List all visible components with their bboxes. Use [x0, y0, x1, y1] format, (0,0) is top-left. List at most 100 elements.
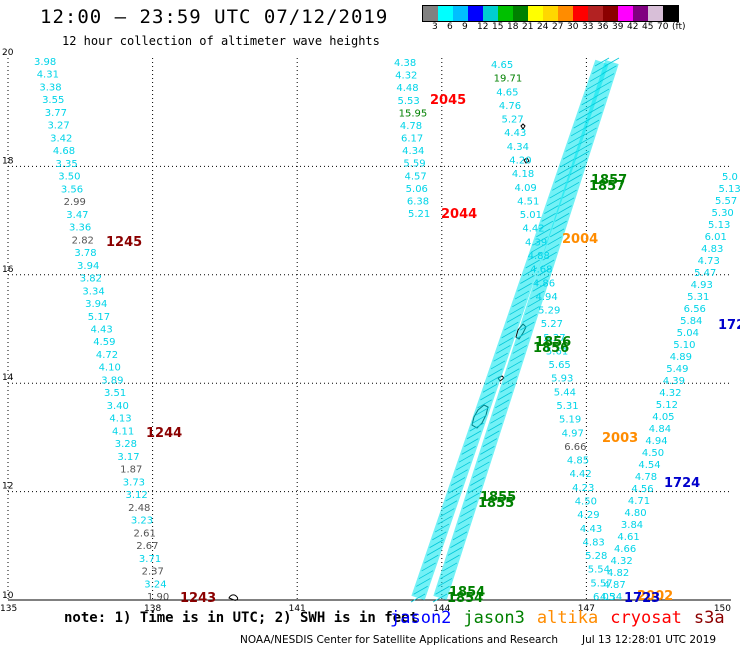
swath-hatch [512, 298, 527, 308]
wave-height-value: 5.93 [551, 374, 573, 385]
wave-height-value: 3.84 [621, 520, 643, 531]
color-swatch [423, 6, 438, 21]
swath-hatch [520, 321, 535, 331]
axis-tick-labels: 135 138 141 144 147 150 10 12 14 16 18 20 [0, 48, 731, 614]
wave-height-value: 4.29 [577, 510, 599, 521]
swath-hatch [480, 446, 495, 455]
wave-height-value: 4.43 [91, 325, 113, 336]
color-scale-label: (ft) [672, 22, 686, 32]
swath-hatch [496, 345, 511, 354]
color-scale-label: 9 [462, 22, 468, 32]
swath-hatch [517, 329, 532, 339]
color-swatch [528, 6, 543, 21]
swath-hatch [488, 368, 503, 378]
swath-hatch [509, 306, 524, 315]
swath-hatch [434, 523, 450, 533]
swath-hatch [460, 508, 475, 517]
swath-hatch [565, 143, 580, 152]
time-label: 2044 [441, 207, 477, 222]
wave-height-value: 5.28 [585, 551, 607, 562]
swath-hatch [432, 531, 447, 541]
wave-height-value: 4.05 [652, 412, 674, 423]
color-scale-label: 6 [447, 22, 453, 32]
color-swatch [483, 6, 498, 21]
wave-height-value: 4.50 [642, 448, 664, 459]
swath-hatch [544, 205, 559, 214]
wave-height-value: 4.86 [533, 278, 555, 289]
wave-height-value: 3.73 [123, 477, 145, 488]
wave-height-value: 4.65 [491, 60, 513, 71]
color-swatch [648, 6, 663, 21]
wave-height-value: 1.90 [147, 592, 169, 603]
swath-hatch [567, 174, 582, 183]
wave-height-value: 5.04 [677, 328, 699, 339]
swath-hatch [442, 500, 458, 510]
swath-hatch [440, 508, 455, 517]
wave-height-value: 4.31 [37, 70, 59, 81]
wave-height-value: 3.77 [45, 108, 67, 119]
wave-height-value: 2.82 [72, 235, 94, 246]
swath-hatch [472, 414, 487, 424]
satellite-legend: jason2 jason3 altika cryosat s3a [390, 608, 737, 628]
swath-hatch [576, 112, 591, 121]
wave-height-value: 1.87 [120, 465, 142, 476]
wave-height-value: 5.57 [715, 196, 737, 207]
wave-height-value: 5.13 [708, 220, 730, 231]
wave-height-value: 5.17 [88, 312, 110, 323]
wave-height-value: 4.83 [701, 244, 723, 255]
color-scale-label: 27 [552, 22, 564, 32]
swath-hatch [530, 244, 546, 253]
x-tick-label: 135 [0, 604, 17, 614]
wave-height-value: 5.61 [546, 346, 568, 357]
swath-hatch [510, 352, 525, 362]
swath-hatch [562, 150, 578, 160]
legend-jason3: jason3 [463, 608, 525, 628]
swath-hatch [542, 251, 557, 261]
y-tick-label: 12 [2, 482, 13, 492]
swath-hatch [544, 244, 560, 253]
x-tick-label: 144 [433, 604, 450, 614]
swath-hatch [456, 461, 471, 471]
swath-hatch [475, 461, 490, 471]
wave-height-value: 3.27 [47, 121, 69, 132]
swath-hatch [547, 236, 562, 246]
wave-height-value: 3.24 [144, 579, 166, 590]
swath-hatch [594, 57, 610, 67]
wave-height-value: 4.32 [659, 388, 681, 399]
time-label: 1856 [533, 341, 569, 356]
swath-hatch [418, 570, 434, 580]
time-label: 1857 [591, 173, 627, 188]
swath-hatch [527, 298, 542, 308]
swath-hatch [493, 352, 508, 362]
swath-hatch [482, 438, 498, 447]
wave-height-value: 4.38 [394, 58, 416, 69]
color-scale-label: 21 [522, 22, 534, 32]
wave-height-value: 4.54 [638, 460, 660, 471]
color-swatch [513, 6, 528, 21]
wave-height-value: 3.51 [104, 388, 126, 399]
swath-hatch [572, 158, 587, 168]
wave-height-value: 4.10 [99, 363, 121, 374]
wave-height-value: 5.13 [719, 184, 740, 195]
wave-height-value: 3.42 [50, 133, 72, 144]
wave-height-value: 4.13 [109, 414, 131, 425]
wave-height-value: 5.65 [549, 360, 571, 371]
color-scale-label: 30 [567, 22, 579, 32]
color-swatch [453, 6, 468, 21]
wave-height-value: 3.82 [80, 274, 102, 285]
swath-hatch [452, 531, 468, 541]
swath-hatch [512, 345, 527, 354]
swath-hatch [554, 213, 570, 222]
legend-altika: altika [536, 608, 599, 628]
wave-height-value: 5.12 [656, 400, 678, 411]
swath-hatch [549, 189, 564, 199]
wave-height-value: 3.17 [117, 452, 139, 463]
swath-hatch [465, 492, 480, 502]
island-outline [523, 157, 530, 164]
swath-hatch [500, 383, 515, 393]
wave-height-value: 19.71 [494, 74, 523, 85]
swath-hatch [472, 469, 488, 479]
wave-height-value: 4.61 [617, 532, 639, 543]
wave-height-value: 4.42 [569, 469, 591, 480]
